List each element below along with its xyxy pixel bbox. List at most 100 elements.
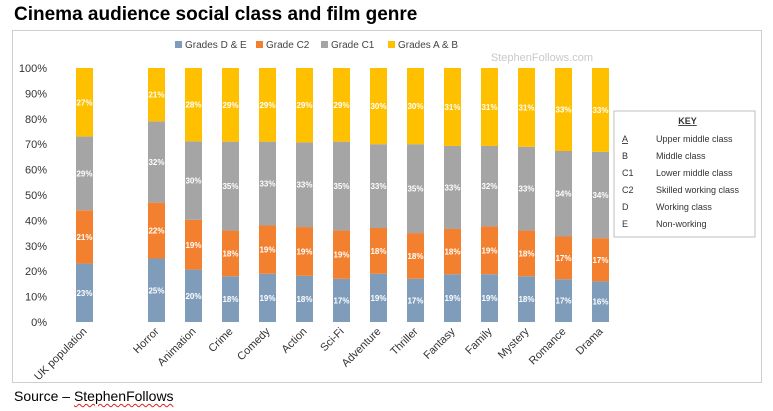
bar-segment-adventure-grades-d-e	[370, 273, 387, 322]
chart-panel: Grades D & E Grade C2 Grade C1 Grades A & B…	[12, 30, 762, 383]
bar-segment-thriller-grade-c2	[407, 233, 424, 279]
bar-segment-romance-grade-c2	[555, 236, 572, 280]
data-label: 35%	[407, 185, 423, 194]
data-label: 21%	[148, 91, 164, 100]
data-label: 32%	[481, 182, 497, 191]
data-label: 21%	[76, 233, 92, 242]
y-axis: 0% 10% 20% 30% 40% 50% 60% 70% 80% 90% 100%	[19, 63, 47, 329]
x-tick-label-sci-fi: Sci-Fi	[318, 326, 346, 354]
x-tick-label-uk-population: UK population	[32, 326, 89, 382]
legend: Grades D & E Grade C2 Grade C1 Grades A & B	[175, 40, 458, 51]
bar-segment-horror-grade-c1	[148, 121, 165, 203]
data-label: 29%	[222, 101, 238, 110]
bar-segment-sci-fi-grades-a-b	[333, 68, 350, 142]
bar-segment-crime-grade-c1	[222, 141, 239, 231]
data-label: 31%	[444, 103, 460, 112]
data-label: 22%	[148, 227, 164, 236]
bar-segment-mystery-grades-a-b	[518, 68, 535, 147]
bar-segment-uk-population-grade-c1	[76, 136, 93, 211]
data-label: 18%	[222, 295, 238, 304]
x-tick-label-thriller: Thriller	[388, 325, 420, 357]
x-tick-label-drama: Drama	[574, 325, 606, 357]
data-label: 28%	[185, 101, 201, 110]
data-label: 33%	[296, 181, 312, 190]
bar-segment-adventure-grades-a-b	[370, 68, 387, 145]
legend-swatch-grade-c2	[256, 41, 263, 48]
bar-segment-family-grades-a-b	[481, 68, 498, 146]
bar-segment-drama-grades-d-e	[592, 281, 609, 322]
x-tick-label-comedy: Comedy	[235, 325, 273, 363]
bar-segment-crime-grades-d-e	[222, 276, 239, 322]
watermark-text: StephenFollows.com	[491, 52, 593, 64]
data-label: 19%	[370, 294, 386, 303]
bar-segment-crime-grade-c2	[222, 230, 239, 277]
bar-segment-drama-grades-a-b	[592, 68, 609, 152]
data-label: 33%	[259, 180, 275, 189]
bar-segment-horror-grades-a-b	[148, 68, 165, 122]
bars: 23% 21% 29% 27% 25% 22% 32% 21% 20% 19% 30% 28% 18% 1…	[76, 68, 609, 322]
legend-swatch-grade-c1	[321, 41, 328, 48]
bar-segment-mystery-grade-c2	[518, 230, 535, 277]
source-prefix: Source –	[14, 388, 74, 404]
data-label: 32%	[148, 158, 164, 167]
data-label: 30%	[185, 177, 201, 186]
y-tick-label: 30%	[25, 241, 47, 253]
data-label: 18%	[407, 252, 423, 261]
data-label: 19%	[259, 294, 275, 303]
y-tick-label: 100%	[19, 63, 47, 75]
data-label: 29%	[296, 101, 312, 110]
data-label: 34%	[592, 191, 608, 200]
data-label: 33%	[518, 185, 534, 194]
key-code: A	[622, 134, 628, 144]
bar-segment-sci-fi-grades-d-e	[333, 278, 350, 322]
bar-segment-drama-grade-c2	[592, 238, 609, 282]
bar-segment-fantasy-grades-d-e	[444, 274, 461, 322]
data-label: 19%	[444, 294, 460, 303]
data-label: 17%	[407, 296, 423, 305]
bar-segment-adventure-grade-c1	[370, 144, 387, 229]
source-link[interactable]: StephenFollows	[73, 388, 174, 404]
bar-segment-thriller-grades-d-e	[407, 278, 424, 322]
x-tick-label-action: Action	[280, 326, 310, 356]
bar-segment-mystery-grades-d-e	[518, 276, 535, 322]
x-tick-label-family: Family	[463, 325, 495, 357]
key-description: Upper middle class	[656, 134, 733, 144]
key-code: D	[622, 202, 629, 212]
data-label: 29%	[76, 169, 92, 178]
data-label: 19%	[333, 251, 349, 260]
legend-label-grades-a-b: Grades A & B	[398, 40, 458, 51]
bar-segment-romance-grades-a-b	[555, 68, 572, 151]
x-tick-label-horror: Horror	[131, 325, 162, 356]
bar-segment-crime-grades-a-b	[222, 68, 239, 142]
data-label: 30%	[370, 102, 386, 111]
chart-title: Cinema audience social class and film ge…	[14, 4, 418, 25]
bar-segment-sci-fi-grade-c1	[333, 141, 350, 231]
data-label: 31%	[481, 103, 497, 112]
data-label: 35%	[222, 182, 238, 191]
bar-segment-sci-fi-grade-c2	[333, 230, 350, 279]
data-label: 33%	[370, 182, 386, 191]
bar-segment-fantasy-grades-a-b	[444, 68, 461, 146]
bar-segment-drama-grade-c1	[592, 151, 609, 239]
bar-segment-action-grade-c1	[296, 142, 313, 228]
data-label: 18%	[296, 295, 312, 304]
bar-segment-action-grades-d-e	[296, 275, 313, 322]
key-code: C1	[622, 168, 634, 178]
bar-segment-romance-grades-d-e	[555, 279, 572, 322]
key-box-border	[613, 110, 756, 238]
y-tick-label: 80%	[25, 114, 47, 126]
y-tick-label: 50%	[25, 190, 47, 202]
legend-label-grades-d-e: Grades D & E	[185, 40, 247, 51]
data-label: 31%	[518, 103, 534, 112]
bar-segment-romance-grade-c1	[555, 150, 572, 237]
stacked-bar-chart: Grades D & E Grade C2 Grade C1 Grades A & B…	[19, 40, 756, 382]
data-label: 33%	[555, 105, 571, 114]
data-label: 33%	[444, 183, 460, 192]
x-tick-label-mystery: Mystery	[496, 325, 532, 361]
data-label: 19%	[481, 294, 497, 303]
bar-segment-horror-grade-c2	[148, 202, 165, 259]
key-description: Working class	[656, 202, 712, 212]
x-tick-label-animation: Animation	[156, 326, 199, 369]
data-label: 34%	[555, 190, 571, 199]
x-tick-label-fantasy: Fantasy	[421, 325, 458, 362]
